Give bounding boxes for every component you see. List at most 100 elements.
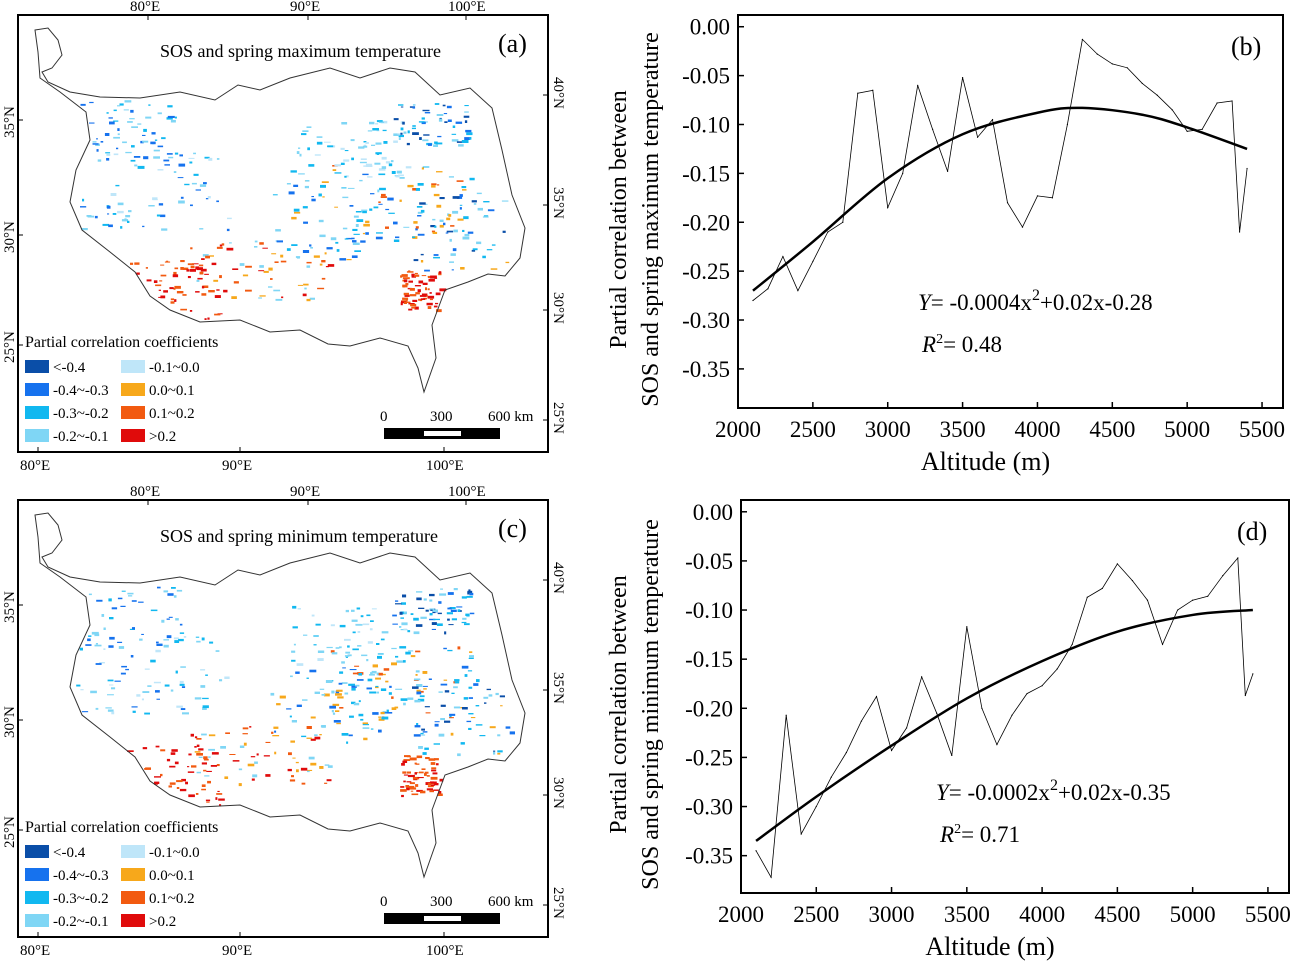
map-pixel bbox=[465, 613, 470, 616]
map-pixel bbox=[421, 121, 426, 125]
map-pixel bbox=[176, 291, 184, 294]
map-pixel bbox=[401, 794, 404, 798]
map-pixel bbox=[351, 157, 354, 161]
map-pixel bbox=[201, 762, 207, 765]
map-pixel bbox=[434, 141, 438, 144]
map-pixel bbox=[89, 101, 94, 104]
map-pixel bbox=[365, 165, 373, 167]
map-pixel bbox=[188, 157, 195, 159]
map-pixel bbox=[297, 608, 301, 610]
map-pixel bbox=[195, 636, 200, 638]
map-pixel bbox=[197, 277, 203, 280]
map-pixel bbox=[335, 710, 340, 712]
map-pixel bbox=[411, 306, 416, 309]
map-pixel bbox=[86, 215, 92, 217]
map-pixel bbox=[381, 166, 387, 169]
map-pixel bbox=[431, 767, 437, 770]
data-point bbox=[1056, 668, 1058, 670]
map-pixel bbox=[196, 753, 203, 756]
map-pixel bbox=[459, 207, 462, 210]
map-pixel bbox=[420, 298, 426, 300]
x-axis-label: Altitude (m) bbox=[921, 447, 1050, 476]
map-pixel bbox=[317, 658, 324, 661]
data-point bbox=[936, 712, 938, 714]
map-pixel bbox=[227, 217, 232, 220]
map-pixel bbox=[117, 597, 123, 600]
map-pixel bbox=[360, 718, 364, 721]
map-pixel bbox=[179, 623, 183, 626]
map-pixel bbox=[216, 793, 223, 795]
map-pixel bbox=[447, 649, 453, 652]
map-pixel bbox=[182, 712, 189, 715]
map-pixel bbox=[306, 126, 312, 128]
map-pixel bbox=[263, 755, 270, 757]
map-pixel bbox=[431, 628, 436, 630]
map-pixel bbox=[443, 679, 448, 681]
map-pixel bbox=[434, 758, 439, 761]
map-pixel bbox=[421, 117, 425, 120]
map-pixel bbox=[174, 285, 181, 289]
map-pixel bbox=[483, 201, 490, 203]
data-point bbox=[1207, 595, 1209, 597]
map-pixel bbox=[344, 238, 349, 240]
map-pixel bbox=[299, 153, 302, 157]
map-pixel bbox=[367, 176, 373, 178]
map-pixel bbox=[207, 780, 211, 784]
map-pixel bbox=[148, 104, 151, 106]
map-pixel bbox=[490, 268, 498, 270]
bottom-lon-label: 90°E bbox=[222, 943, 252, 959]
map-pixel bbox=[417, 215, 422, 217]
map-pixel bbox=[117, 210, 124, 214]
map-pixel bbox=[209, 641, 214, 644]
map-pixel bbox=[422, 685, 428, 687]
map-pixel bbox=[143, 156, 149, 160]
map-pixel bbox=[156, 641, 159, 644]
map-pixel bbox=[247, 763, 255, 767]
r-squared-value: = 0.71 bbox=[961, 822, 1020, 847]
left-lat-label: 35°N bbox=[2, 106, 18, 138]
map-pixel bbox=[291, 244, 298, 246]
equation-rest: +0.02x-0.28 bbox=[1040, 290, 1153, 315]
map-pixel bbox=[424, 773, 427, 776]
map-pixel bbox=[307, 769, 313, 771]
map-pixel bbox=[108, 224, 113, 228]
map-pixel bbox=[422, 671, 428, 674]
map-pixel bbox=[375, 686, 379, 689]
map-pixel bbox=[153, 280, 158, 283]
r-squared-exponent: 2 bbox=[936, 332, 943, 347]
map-pixel bbox=[403, 226, 410, 228]
left-lat-label: 35°N bbox=[2, 591, 18, 623]
map-pixel bbox=[309, 297, 315, 300]
y-axis-label: SOS and spring maximum temperature bbox=[638, 32, 664, 407]
plateau-boundary bbox=[34, 512, 526, 879]
map-pixel bbox=[415, 292, 420, 295]
map-pixel bbox=[301, 735, 307, 738]
y-tick-label: -0.30 bbox=[682, 308, 730, 333]
map-pixel bbox=[402, 277, 410, 280]
map-pixel bbox=[436, 309, 442, 313]
map-pixel bbox=[131, 126, 138, 128]
data-point bbox=[782, 255, 784, 258]
map-pixel bbox=[440, 718, 445, 721]
map-pixel bbox=[466, 720, 472, 723]
map-pixel bbox=[141, 698, 144, 701]
map-pixel bbox=[486, 688, 491, 691]
map-pixel bbox=[319, 234, 326, 238]
map-pixel bbox=[130, 262, 134, 265]
map-pixel bbox=[208, 756, 211, 758]
map-pixel bbox=[391, 171, 396, 174]
map-pixel bbox=[416, 591, 423, 593]
x-tick-label: 4500 bbox=[1094, 902, 1140, 927]
map-pixel bbox=[258, 270, 265, 272]
map-pixel bbox=[509, 731, 515, 735]
map-pixel bbox=[393, 239, 400, 242]
map-pixel bbox=[370, 193, 375, 195]
map-pixel bbox=[410, 303, 417, 307]
map-pixel bbox=[163, 644, 169, 648]
map-pixel bbox=[292, 757, 296, 759]
map-pixel bbox=[130, 159, 136, 162]
map-pixel bbox=[130, 655, 134, 658]
map-pixel bbox=[306, 677, 309, 679]
right-lat-label: 35°N bbox=[550, 672, 566, 704]
map-pixel bbox=[331, 710, 334, 713]
